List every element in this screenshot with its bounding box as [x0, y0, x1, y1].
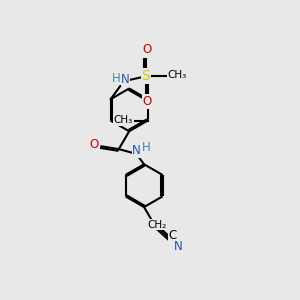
Text: H: H	[112, 72, 121, 85]
Text: CH₃: CH₃	[114, 115, 133, 125]
Text: H: H	[142, 141, 151, 154]
Text: O: O	[142, 95, 152, 108]
Text: O: O	[142, 43, 152, 56]
Text: CH₃: CH₃	[168, 70, 187, 80]
Text: N: N	[121, 73, 130, 86]
Text: CH₂: CH₂	[147, 220, 167, 230]
Text: S: S	[141, 69, 150, 83]
Text: O: O	[89, 138, 98, 151]
Text: C: C	[168, 230, 176, 242]
Text: N: N	[174, 240, 183, 253]
Text: N: N	[132, 144, 141, 158]
